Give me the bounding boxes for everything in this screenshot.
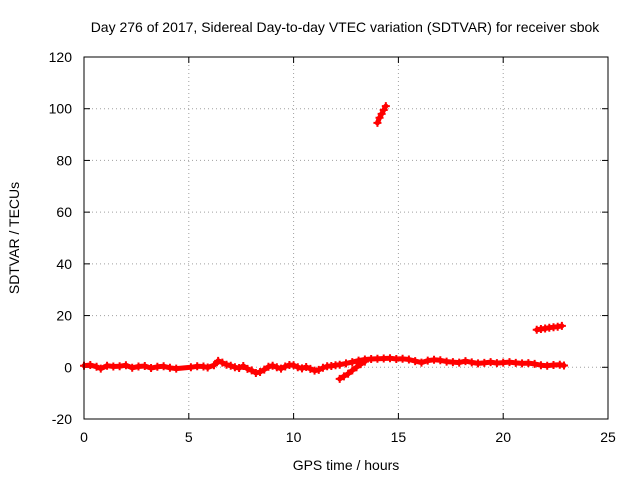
data-series: [80, 354, 568, 377]
x-tick-label: 0: [80, 429, 88, 445]
data-point: [306, 364, 315, 373]
data-point: [115, 362, 124, 371]
data-point: [222, 360, 231, 369]
x-tick-label: 5: [185, 429, 193, 445]
data-point: [239, 361, 248, 370]
y-tick-label: 40: [56, 256, 72, 272]
data-point: [92, 362, 101, 371]
data-point: [277, 364, 286, 373]
data-point: [247, 366, 256, 375]
y-tick-label: 100: [49, 101, 73, 117]
data-point: [467, 358, 476, 367]
grid-layer: [84, 57, 608, 419]
x-tick-label: 20: [495, 429, 511, 445]
y-tick-label: 20: [56, 308, 72, 324]
data-point: [272, 363, 281, 372]
data-point: [260, 365, 269, 374]
data-point: [411, 357, 420, 366]
data-point: [557, 321, 566, 330]
plot-frame: [83, 56, 609, 420]
data-series: [373, 102, 390, 127]
data-point: [404, 355, 413, 364]
x-axis-label: GPS time / hours: [293, 457, 400, 473]
data-point: [128, 363, 137, 372]
data-point: [293, 363, 302, 372]
data-series: [335, 357, 369, 383]
y-tick-label: 0: [64, 359, 72, 375]
data-point: [302, 363, 311, 372]
data-point: [339, 372, 348, 381]
data-point: [268, 361, 277, 370]
data-point: [356, 360, 365, 369]
data-point: [344, 369, 353, 378]
data-point: [436, 356, 445, 365]
data-layer: [80, 102, 568, 383]
x-tick-label: 15: [391, 429, 407, 445]
data-point: [461, 357, 470, 366]
data-series: [532, 321, 566, 334]
data-point: [530, 359, 539, 368]
data-point: [348, 366, 357, 375]
y-tick-label: 120: [49, 49, 73, 65]
data-point: [342, 359, 350, 368]
chart-title: Day 276 of 2017, Sidereal Day-to-day VTE…: [91, 19, 601, 35]
data-point: [199, 362, 208, 371]
data-point: [486, 358, 495, 367]
data-point: [256, 367, 265, 376]
y-tick-label: 80: [56, 152, 72, 168]
data-point: [147, 364, 156, 373]
data-point: [243, 364, 252, 373]
data-point: [348, 358, 357, 367]
data-point: [140, 361, 149, 370]
data-point: [226, 361, 235, 370]
data-point: [96, 364, 105, 373]
data-point: [251, 368, 260, 377]
y-tick-label: 60: [56, 204, 72, 220]
data-point: [209, 361, 218, 370]
data-point: [360, 357, 369, 366]
data-point: [381, 102, 390, 111]
data-point: [297, 364, 306, 373]
data-point: [559, 361, 568, 370]
data-point: [352, 363, 361, 372]
data-point: [214, 356, 223, 365]
data-point: [373, 118, 382, 127]
data-point: [121, 361, 130, 370]
data-point: [281, 362, 290, 371]
data-point: [314, 365, 323, 374]
x-tick-label: 25: [600, 429, 616, 445]
data-point: [203, 363, 212, 372]
data-point: [172, 364, 181, 373]
data-point: [264, 362, 273, 371]
data-point: [218, 358, 227, 367]
data-point: [455, 358, 464, 367]
data-point: [417, 358, 426, 367]
y-tick-label: -20: [52, 411, 72, 427]
data-point: [289, 361, 298, 370]
x-tick-label: 10: [286, 429, 302, 445]
data-point: [86, 360, 95, 369]
data-point: [159, 362, 168, 371]
data-point: [318, 363, 327, 372]
data-point: [235, 364, 244, 373]
data-point: [335, 360, 344, 369]
data-point: [186, 363, 195, 372]
data-point: [335, 374, 344, 383]
y-axis-label: SDTVAR / TECUs: [6, 182, 22, 294]
tick-layer: 0 5 10 15 20 25 -20 0 20 40 60 80 100 120: [49, 49, 616, 445]
